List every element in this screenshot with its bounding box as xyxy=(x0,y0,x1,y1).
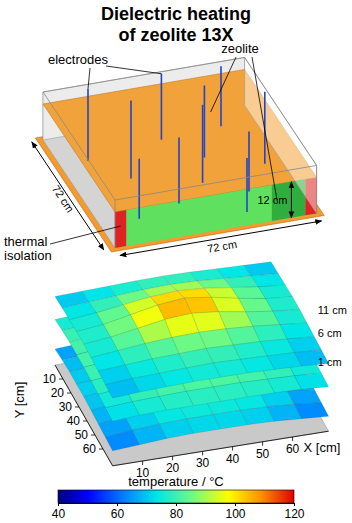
y-tick xyxy=(83,421,87,422)
dimension-label: 72 cm xyxy=(50,183,77,215)
y-tick-label: 10 xyxy=(43,372,57,386)
y-tick xyxy=(59,379,63,380)
label: electrodes xyxy=(48,52,108,67)
x-tick xyxy=(202,451,203,455)
electrode xyxy=(138,159,140,219)
surface-cell xyxy=(258,285,292,298)
box-rim xyxy=(43,57,317,200)
electrode xyxy=(248,132,250,192)
dimension-arrow xyxy=(120,221,322,256)
y-tick-label: 20 xyxy=(51,386,65,400)
x-tick-label: 40 xyxy=(226,452,240,466)
colorbar-tick-label: 60 xyxy=(111,507,125,521)
surface-cell xyxy=(294,403,328,419)
colorbar-tick-label: 120 xyxy=(284,507,304,521)
colorbar-tick-label: 100 xyxy=(225,507,245,521)
layer-label: 6 cm xyxy=(318,327,342,339)
surface-cell xyxy=(287,389,321,404)
colorbar-tick: 100 xyxy=(225,503,245,521)
colorbar-tick: 40 xyxy=(52,503,66,521)
electrode xyxy=(202,105,204,183)
colorbar-title: temperature / °C xyxy=(128,474,224,489)
leader-line xyxy=(211,57,236,112)
electrode xyxy=(204,85,206,157)
thermal-isolation xyxy=(115,210,126,248)
title: of zeolite 13X xyxy=(118,25,233,45)
x-tick xyxy=(262,442,263,446)
title: Dielectric heating xyxy=(101,4,251,24)
y-tick xyxy=(75,407,79,408)
surface-cell xyxy=(287,337,321,353)
surface-cell xyxy=(280,323,314,339)
dimension-label: 12 cm xyxy=(257,194,287,206)
x-tick-label: 60 xyxy=(286,442,300,456)
colorbar-axis: 40 60 80 100 120 xyxy=(52,503,305,521)
leader-line xyxy=(252,57,277,202)
label: thermal xyxy=(4,234,47,249)
layer-label: 11 cm xyxy=(318,304,347,316)
y-axis-title: Y [cm] xyxy=(12,382,27,419)
leader-line xyxy=(50,226,121,244)
colorbar-tick-label: 40 xyxy=(52,507,66,521)
surface-cell xyxy=(273,310,307,325)
y-tick xyxy=(67,393,71,394)
y-tick-label: 50 xyxy=(75,428,89,442)
colorbar-tick-label: 80 xyxy=(170,507,184,521)
figure: Dielectric heatingof zeolite 13X72 cm72 … xyxy=(0,0,352,523)
box-edge xyxy=(115,200,116,248)
leader-line xyxy=(106,66,161,74)
x-tick-label: 30 xyxy=(196,456,210,470)
leader-line xyxy=(88,68,90,89)
electrode xyxy=(161,74,163,140)
electrode xyxy=(220,66,222,126)
zeolite-front xyxy=(115,177,317,248)
x-tick xyxy=(232,447,233,451)
electrode xyxy=(246,158,248,212)
electrode xyxy=(178,138,180,204)
x-tick-label: 50 xyxy=(256,447,270,461)
colorbar xyxy=(58,490,294,503)
surfaces xyxy=(55,262,329,451)
colorbar-tick: 80 xyxy=(170,503,184,521)
x-tick xyxy=(172,456,173,460)
surface-cell xyxy=(251,274,285,287)
y-tick-label: 30 xyxy=(59,400,73,414)
x-axis-title: X [cm] xyxy=(304,440,341,455)
electrode xyxy=(130,100,132,178)
box-diagram: 72 cm 72 cm 12 cm electrodes zeolite thermali… xyxy=(4,41,324,263)
label: isolation xyxy=(4,248,52,263)
x-tick xyxy=(292,437,293,441)
dimension-label: 72 cm xyxy=(206,238,238,255)
layer-label: 1 cm xyxy=(318,356,342,368)
colorbar-tick: 60 xyxy=(111,503,125,521)
label: zeolite xyxy=(221,41,259,56)
colorbar-tick: 120 xyxy=(284,503,304,521)
box-edge xyxy=(316,165,317,213)
y-tick xyxy=(99,449,103,450)
electrode xyxy=(87,89,89,161)
dimension-arrow xyxy=(291,182,292,218)
x-tick xyxy=(142,461,143,465)
surface-cell xyxy=(266,297,300,311)
floor xyxy=(55,330,329,465)
y-tick xyxy=(91,435,95,436)
surface-cell xyxy=(294,373,328,389)
y-tick-label: 60 xyxy=(83,442,97,456)
box-wall xyxy=(245,57,317,213)
y-tick-label: 40 xyxy=(67,414,81,428)
